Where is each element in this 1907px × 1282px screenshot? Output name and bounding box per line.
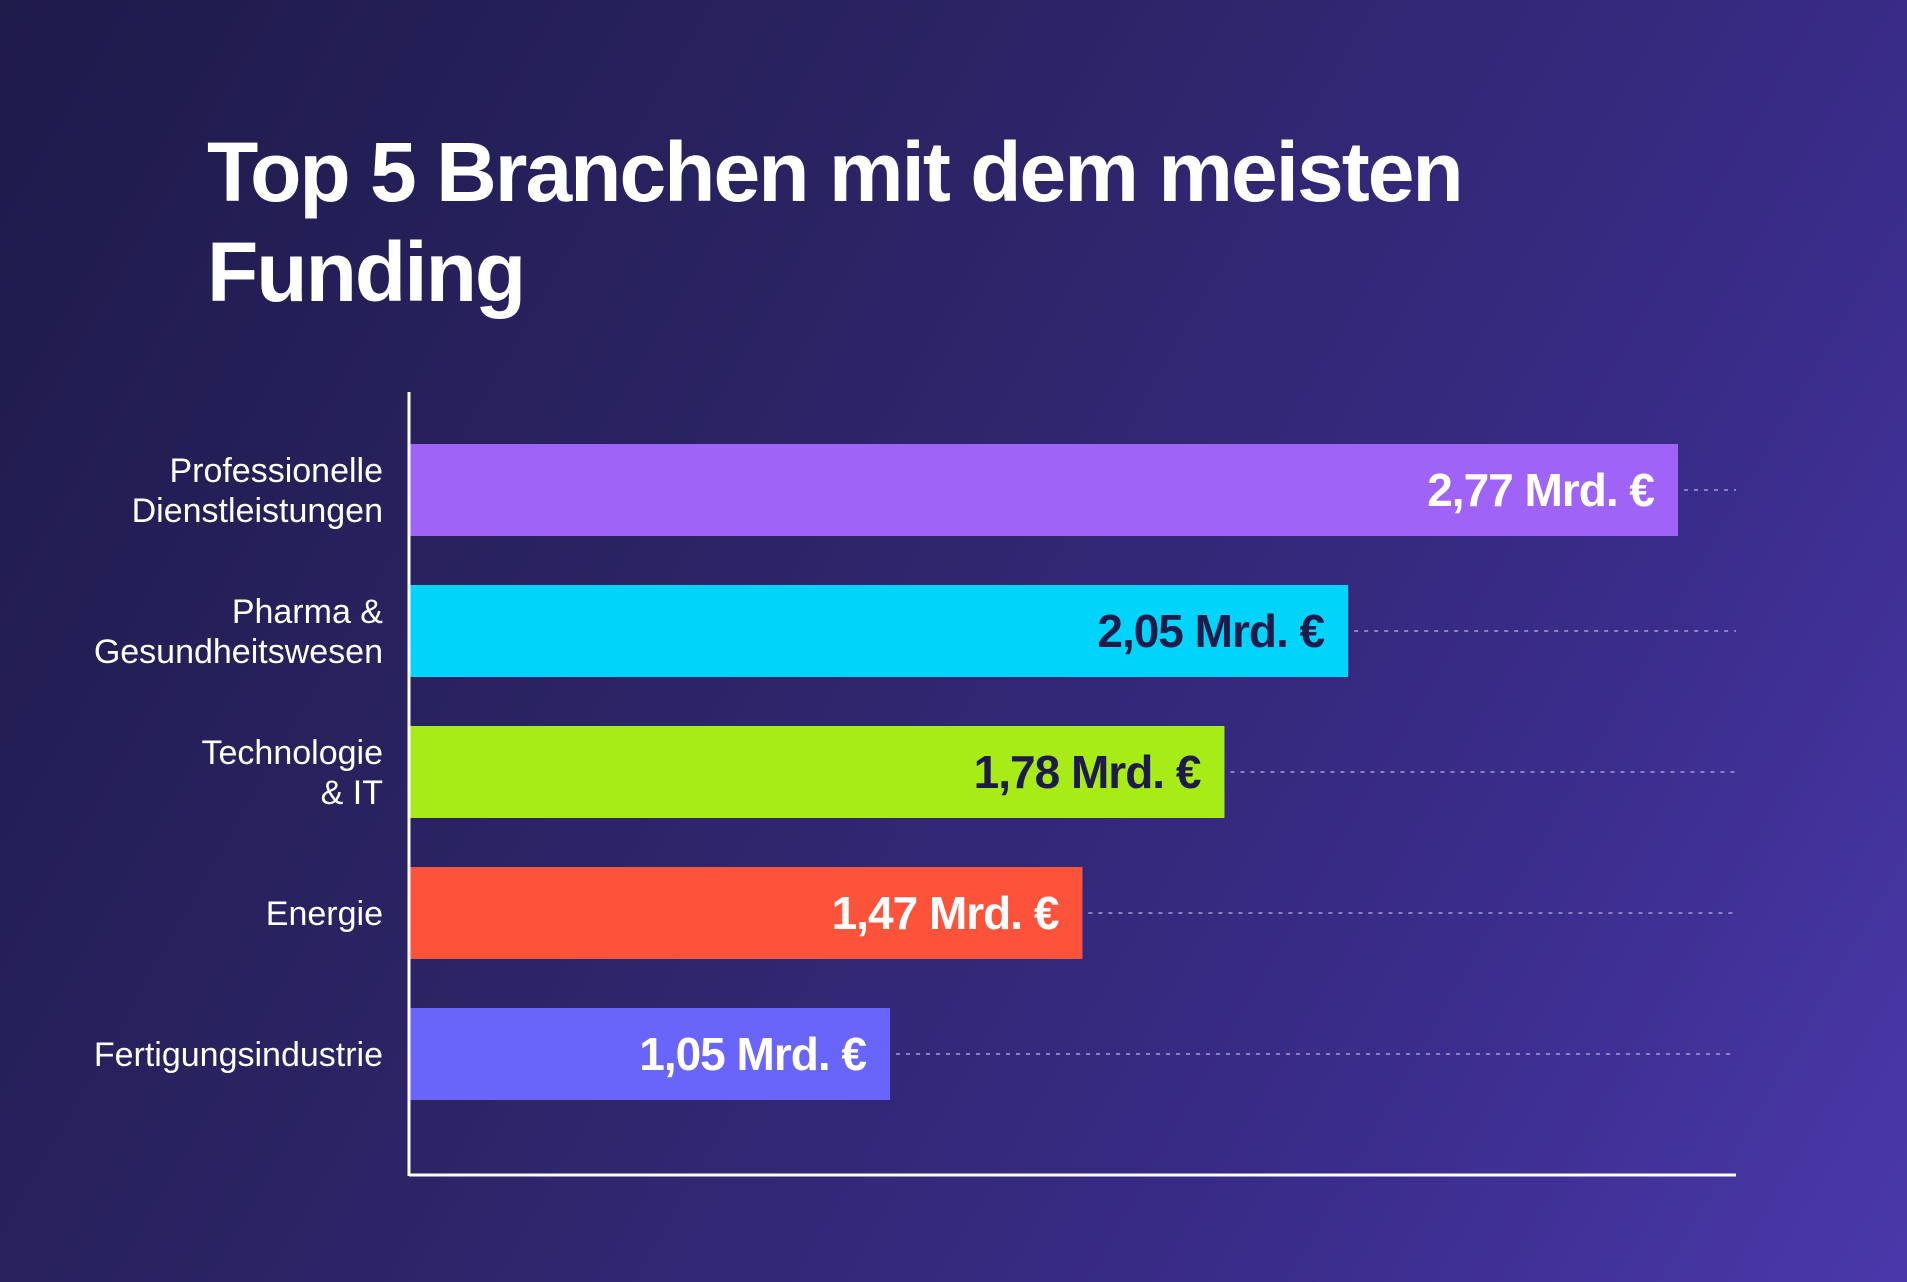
value-label: 2,77 Mrd. € [1427, 464, 1654, 516]
value-label: 1,78 Mrd. € [974, 746, 1201, 798]
value-label: 1,47 Mrd. € [832, 887, 1059, 939]
category-label: Fertigungsindustrie [94, 1036, 383, 1074]
value-label: 1,05 Mrd. € [639, 1028, 866, 1080]
value-label: 2,05 Mrd. € [1097, 605, 1324, 657]
category-label: Energie [266, 895, 383, 933]
bar [409, 444, 1678, 536]
category-label: Professionelle Dienstleistungen [132, 452, 383, 530]
bar [409, 1008, 891, 1100]
bar [409, 585, 1349, 677]
chart-title: Top 5 Branchen mit dem meisten Funding [207, 125, 1464, 319]
bar [409, 726, 1225, 818]
bar [409, 867, 1083, 959]
category-label: Technologie & IT [202, 734, 383, 812]
category-label: Pharma & Gesundheitswesen [94, 593, 383, 671]
